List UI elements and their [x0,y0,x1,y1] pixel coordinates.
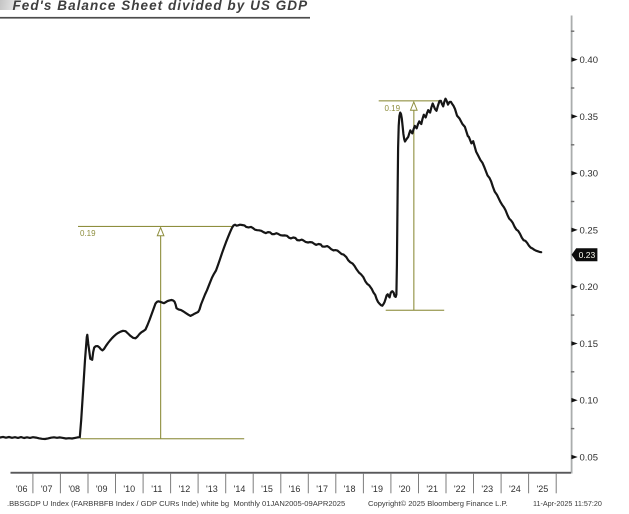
svg-text:'11: '11 [151,484,162,494]
svg-text:'07: '07 [41,484,53,494]
svg-text:0.10: 0.10 [580,396,599,407]
svg-text:0.19: 0.19 [80,229,96,238]
svg-text:'14: '14 [234,484,246,494]
svg-text:'13: '13 [206,484,218,494]
svg-text:'23: '23 [481,484,493,494]
svg-text:'16: '16 [289,484,301,494]
svg-text:'15: '15 [261,484,273,494]
svg-text:0.30: 0.30 [580,169,599,180]
svg-text:0.35: 0.35 [580,112,599,123]
svg-text:'25: '25 [537,484,549,494]
svg-text:0.40: 0.40 [580,55,599,66]
svg-text:'12: '12 [179,484,191,494]
svg-text:'06: '06 [16,484,28,494]
svg-text:'20: '20 [399,484,411,494]
svg-text:0.05: 0.05 [580,452,599,463]
svg-text:'24: '24 [509,484,521,494]
svg-text:0.15: 0.15 [580,339,599,350]
svg-text:'10: '10 [123,484,135,494]
svg-text:'18: '18 [344,484,356,494]
svg-text:'08: '08 [68,484,80,494]
svg-text:'17: '17 [316,484,328,494]
svg-text:'19: '19 [371,484,383,494]
svg-text:'22: '22 [454,484,466,494]
svg-text:0.25: 0.25 [580,225,599,236]
svg-text:0.19: 0.19 [385,104,401,113]
svg-text:0.23: 0.23 [579,250,596,260]
svg-text:0.20: 0.20 [580,282,599,293]
svg-text:'21: '21 [426,484,438,494]
svg-text:'09: '09 [96,484,108,494]
